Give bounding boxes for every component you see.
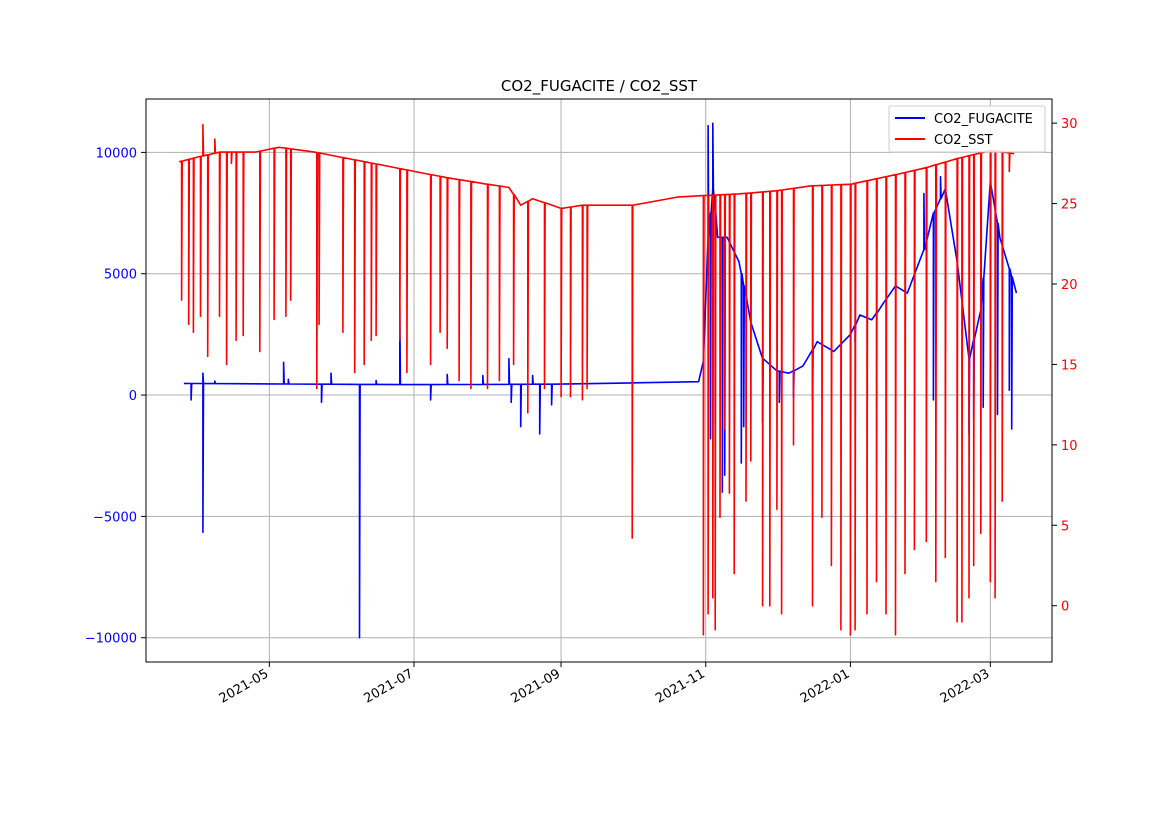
right-y-tick-label: 0 (1061, 600, 1069, 615)
left-y-axis: −10000 −5000 0 5000 10000 (85, 146, 146, 647)
chart-title: CO2_FUGACITE / CO2_SST (501, 77, 698, 96)
legend-label-co2-fugacite: CO2_FUGACITE (934, 112, 1033, 127)
legend-label-co2-sst: CO2_SST (934, 133, 993, 148)
plot-frame (145, 98, 1053, 663)
right-y-tick-label: 30 (1061, 117, 1078, 132)
left-y-tick-label: 5000 (104, 268, 137, 283)
right-y-axis: 0 5 10 15 20 25 30 (1052, 117, 1078, 615)
right-y-tick-label: 20 (1061, 278, 1078, 293)
right-y-tick-label: 25 (1061, 198, 1078, 213)
right-y-tick-label: 5 (1061, 519, 1069, 534)
legend-box (888, 105, 1046, 153)
left-y-tick-label: −10000 (85, 632, 137, 647)
right-y-tick-label: 15 (1061, 358, 1078, 373)
left-y-tick-label: −5000 (93, 510, 137, 525)
left-y-tick-label: 10000 (96, 146, 137, 161)
right-y-tick-label: 10 (1061, 439, 1078, 454)
series-layer (179, 122, 1018, 639)
legend: CO2_FUGACITE CO2_SST (888, 105, 1046, 153)
series-line-co2-sst (179, 123, 1015, 636)
left-y-tick-label: 0 (129, 389, 137, 404)
